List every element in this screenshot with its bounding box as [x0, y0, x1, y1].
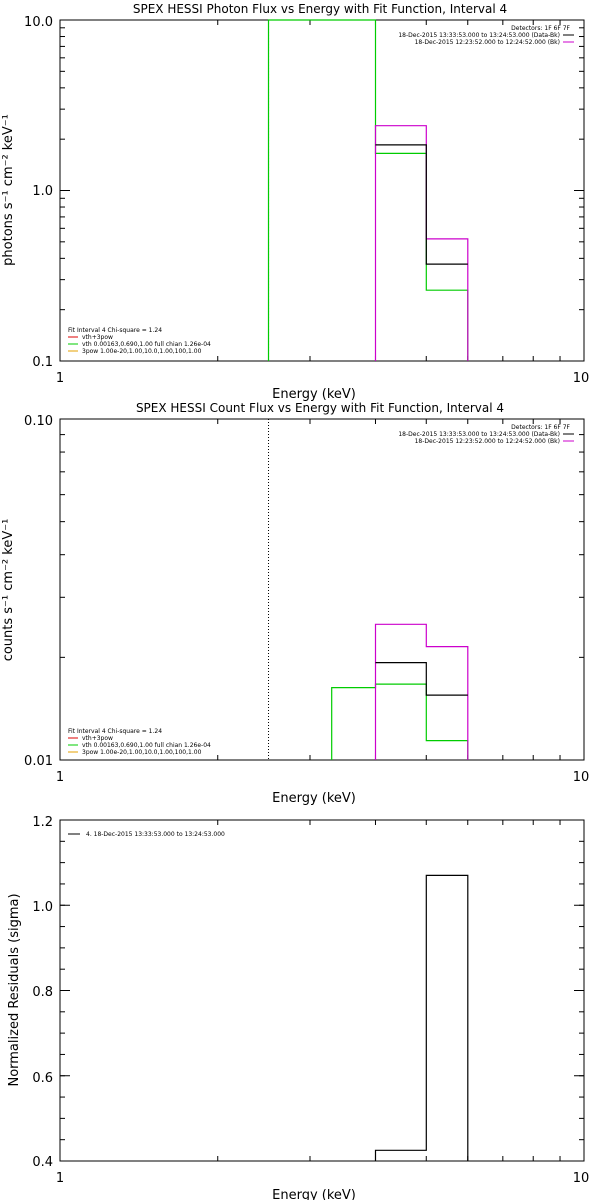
photon-y-axis-label: photons s⁻¹ cm⁻² keV⁻¹	[1, 114, 16, 266]
residuals-series	[374, 874, 469, 1161]
photon-x-axis-label: Energy (keV)	[272, 387, 356, 402]
photon-ytick-10: 10.0	[24, 15, 53, 30]
photon-legend-vth: vth 0.00163,0.690,1.00 full chian 1.26e-…	[82, 341, 211, 348]
residuals-ytick-0-4: 0.4	[32, 1155, 53, 1170]
photon-series	[267, 19, 469, 361]
series-histogram-line	[374, 623, 469, 760]
photon-chart-title: SPEX HESSI Photon Flux vs Energy with Fi…	[133, 2, 507, 16]
count-legend-vth: vth 0.00163,0.690,1.00 full chian 1.26e-…	[82, 742, 211, 749]
count-plot-frame	[59, 418, 585, 761]
count-chart-title: SPEX HESSI Count Flux vs Energy with Fit…	[136, 401, 504, 415]
count-axis-ticks	[59, 418, 585, 761]
photon-legend-3pow: 3pow 1.00e-20,1.00,10.0,1.00,100,1.00	[82, 348, 202, 355]
count-xtick-10: 10	[573, 770, 590, 785]
residuals-ytick-1-0: 1.0	[32, 900, 53, 915]
count-x-axis-label: Energy (keV)	[272, 791, 356, 806]
residuals-ytick-1-2: 1.2	[32, 815, 53, 830]
series-histogram-line	[374, 125, 469, 361]
count-fit-info: Fit Interval 4 Chi-square = 1.24	[68, 728, 162, 735]
residuals-axis-ticks	[59, 819, 585, 1162]
photon-xtick-10: 10	[573, 371, 590, 386]
photon-legend-vth3pow: vth+3pow	[82, 334, 113, 341]
photon-fit-info: Fit Interval 4 Chi-square = 1.24	[68, 327, 162, 334]
count-flux-panel: SPEX HESSI Count Flux vs Energy with Fit…	[1, 401, 589, 806]
count-xtick-1: 1	[56, 770, 64, 785]
count-ytick-0-01: 0.01	[24, 754, 53, 769]
residuals-plot-frame	[59, 819, 585, 1162]
residuals-panel: 1.2 1.0 0.8 0.6 0.4 1 10 Energy (keV) No…	[7, 815, 589, 1200]
residuals-legend: 4. 18-Dec-2015 13:33:53.000 to 13:24:53.…	[86, 831, 225, 838]
photon-legend-data: 18-Dec-2015 13:33:53.000 to 13:24:53.000…	[398, 32, 560, 39]
series-histogram-line	[267, 19, 469, 361]
series-histogram-line	[375, 661, 468, 696]
count-ytick-0-10: 0.10	[24, 414, 53, 429]
series-histogram-line	[374, 874, 469, 1161]
residuals-y-axis-label: Normalized Residuals (sigma)	[7, 893, 22, 1086]
count-legend-vth3pow: vth+3pow	[82, 735, 113, 742]
count-y-axis-label: counts s⁻¹ cm⁻² keV⁻¹	[1, 519, 16, 662]
photon-plot-frame	[59, 19, 585, 362]
residuals-ytick-0-6: 0.6	[32, 1071, 53, 1086]
residuals-ytick-0-8: 0.8	[32, 985, 53, 1000]
series-histogram-line	[331, 683, 469, 760]
count-legend-3pow: 3pow 1.00e-20,1.00,10.0,1.00,100,1.00	[82, 749, 202, 756]
photon-xtick-1: 1	[56, 371, 64, 386]
count-detectors: Detectors: 1F 6F 7F	[511, 424, 570, 431]
residuals-x-axis-label: Energy (keV)	[272, 1188, 356, 1200]
photon-flux-panel: SPEX HESSI Photon Flux vs Energy with Fi…	[1, 2, 589, 402]
count-legend-bk: 18-Dec-2015 12:23:52.000 to 12:24:52.000…	[415, 438, 560, 445]
photon-axis-ticks	[59, 19, 585, 362]
residuals-xtick-1: 1	[56, 1171, 64, 1186]
photon-legend-bk: 18-Dec-2015 12:23:52.000 to 12:24:52.000…	[415, 39, 560, 46]
count-legend-data: 18-Dec-2015 13:33:53.000 to 13:24:53.000…	[398, 431, 560, 438]
series-histogram-line	[375, 144, 468, 265]
photon-detectors: Detectors: 1F 6F 7F	[511, 25, 570, 32]
residuals-xtick-10: 10	[573, 1171, 590, 1186]
photon-ytick-0-1: 0.1	[32, 355, 53, 370]
count-series	[268, 419, 469, 760]
photon-ytick-1: 1.0	[32, 184, 53, 199]
